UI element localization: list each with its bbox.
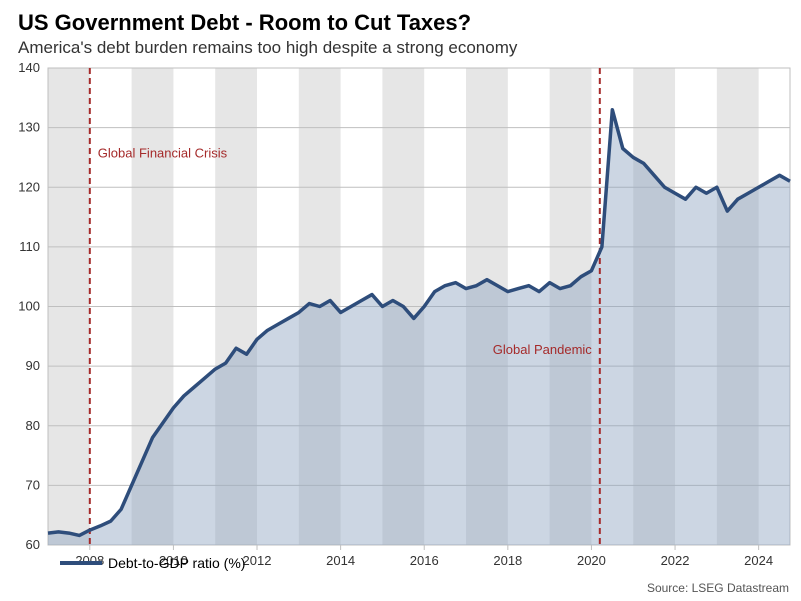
y-tick-label: 140 <box>18 60 40 75</box>
y-tick-label: 130 <box>18 120 40 135</box>
x-tick-label: 2012 <box>243 553 272 568</box>
x-tick-label: 2022 <box>661 553 690 568</box>
y-tick-label: 60 <box>26 537 40 552</box>
event-label: Global Financial Crisis <box>98 145 228 160</box>
y-tick-label: 80 <box>26 418 40 433</box>
x-tick-label: 2016 <box>410 553 439 568</box>
x-tick-label: 2014 <box>326 553 355 568</box>
chart-container: { "title": "US Government Debt - Room to… <box>0 0 801 601</box>
event-label: Global Pandemic <box>493 342 592 357</box>
y-tick-label: 70 <box>26 477 40 492</box>
y-tick-label: 120 <box>18 179 40 194</box>
x-tick-label: 2024 <box>744 553 773 568</box>
y-tick-label: 100 <box>18 299 40 314</box>
x-tick-label: 2008 <box>75 553 104 568</box>
x-tick-label: 2018 <box>493 553 522 568</box>
y-tick-label: 110 <box>19 239 40 254</box>
x-tick-label: 2020 <box>577 553 606 568</box>
chart-svg: 6070809010011012013014020082010201220142… <box>0 0 801 601</box>
legend-label: Debt-to-GDP ratio (%) <box>108 555 245 571</box>
y-tick-label: 90 <box>26 358 40 373</box>
